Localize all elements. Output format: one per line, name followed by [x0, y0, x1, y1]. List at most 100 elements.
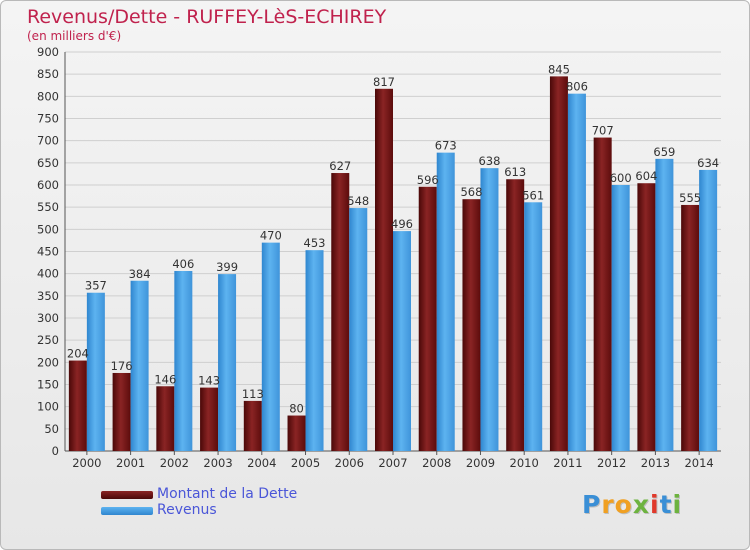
bar-dette	[637, 183, 656, 451]
bar-revenus	[349, 208, 368, 451]
data-label: 548	[347, 194, 369, 208]
data-label: 600	[610, 171, 632, 185]
bar-dette	[375, 88, 393, 452]
x-tick-label: 2003	[203, 456, 232, 470]
x-tick-label: 2012	[597, 456, 626, 470]
data-label: 176	[111, 359, 133, 373]
bar-dette	[549, 76, 568, 451]
bar-revenus	[436, 152, 455, 452]
legend-label-debt: Montant de la Dette	[157, 486, 298, 502]
label-layer: 204 357 176 384 146 406 143 399 113 470 80 453 627 54…	[67, 62, 719, 415]
y-tick-label: 150	[37, 378, 59, 392]
bar-revenus	[86, 292, 105, 451]
legend-swatch-debt	[101, 491, 153, 499]
y-tick-label: 350	[37, 289, 59, 303]
bar-dette	[462, 199, 481, 451]
x-tick-label: 2005	[291, 456, 320, 470]
data-label: 613	[504, 165, 526, 179]
data-label: 627	[329, 159, 351, 173]
logo-letter: i	[672, 490, 683, 519]
x-tick-label: 2009	[466, 456, 495, 470]
data-label: 357	[85, 279, 107, 293]
y-tick-label: 750	[37, 112, 59, 126]
x-tick-label: 2011	[553, 456, 582, 470]
data-label: 399	[216, 260, 238, 274]
y-tick-label: 900	[37, 45, 59, 59]
y-tick-label: 800	[37, 89, 59, 103]
chart-title: Revenus/Dette - RUFFEY-LèS-ECHIREY	[27, 6, 387, 28]
bar-revenus	[305, 250, 324, 451]
bar-revenus	[524, 202, 543, 451]
logo-letter: o	[614, 490, 633, 519]
data-label: 406	[172, 257, 194, 271]
y-tick-label: 550	[37, 200, 59, 214]
y-tick-label: 700	[37, 134, 59, 148]
x-tick-label: 2004	[247, 456, 276, 470]
logo-letter: r	[601, 490, 615, 519]
data-label: 143	[198, 374, 220, 388]
bar-dette	[200, 387, 219, 451]
data-label: 470	[260, 229, 282, 243]
y-tick-label: 650	[37, 156, 59, 170]
data-label: 80	[289, 402, 304, 416]
logo-letter: t	[659, 490, 673, 519]
x-tick-label: 2010	[510, 456, 539, 470]
y-tick-label: 450	[37, 245, 59, 259]
bar-dette	[681, 204, 700, 451]
bar-dette	[68, 360, 87, 451]
data-label: 204	[67, 347, 89, 361]
bar-revenus	[480, 168, 499, 452]
y-tick-label: 0	[52, 444, 59, 458]
data-label: 817	[373, 75, 395, 89]
bar-revenus	[174, 271, 193, 451]
y-tick-label: 850	[37, 67, 59, 81]
x-tick-label: 2002	[160, 456, 189, 470]
data-label: 638	[478, 154, 500, 168]
proxiti-logo: Proxiti	[582, 490, 682, 519]
bar-dette	[112, 372, 131, 451]
x-tick-label: 2013	[641, 456, 670, 470]
data-label: 568	[460, 185, 482, 199]
bar-dette	[243, 400, 262, 451]
bar-revenus	[218, 274, 237, 451]
logo-letter: P	[582, 490, 602, 519]
y-tick-label: 100	[37, 400, 59, 414]
bar-revenus	[567, 93, 586, 451]
bar-revenus	[699, 169, 718, 451]
x-tick-label: 2006	[335, 456, 364, 470]
data-label: 659	[653, 145, 675, 159]
data-label: 561	[522, 188, 544, 202]
bar-revenus	[655, 158, 674, 452]
legend-swatch-revenus	[101, 507, 153, 515]
data-label: 453	[304, 236, 326, 250]
bar-revenus	[130, 280, 149, 451]
axis-layer: 0 50 100 150 200 250 300 350 400 450 500 550 600 650 7…	[37, 45, 721, 470]
y-tick-label: 250	[37, 333, 59, 347]
bar-layer	[68, 76, 718, 452]
bar-dette	[287, 415, 306, 451]
y-tick-label: 400	[37, 267, 59, 281]
data-label: 113	[242, 387, 264, 401]
bar-dette	[331, 173, 350, 451]
bar-revenus	[611, 185, 630, 451]
bar-revenus	[261, 242, 280, 451]
x-tick-label: 2000	[72, 456, 101, 470]
y-tick-label: 300	[37, 311, 59, 325]
legend-label-revenus: Revenus	[157, 502, 217, 518]
data-label: 707	[592, 124, 614, 138]
x-tick-label: 2007	[378, 456, 407, 470]
y-tick-label: 50	[44, 422, 59, 436]
data-label: 634	[697, 156, 719, 170]
y-tick-label: 500	[37, 222, 59, 236]
chart-subtitle: (en milliers d'€)	[27, 29, 122, 43]
bar-dette	[418, 186, 437, 452]
logo-letter: x	[632, 490, 650, 519]
bar-dette	[593, 137, 612, 451]
x-tick-label: 2014	[684, 456, 713, 470]
data-label: 673	[435, 139, 457, 153]
logo-letter: i	[650, 490, 660, 519]
bar-dette	[506, 179, 525, 451]
y-tick-label: 600	[37, 178, 59, 192]
data-label: 384	[129, 267, 151, 281]
